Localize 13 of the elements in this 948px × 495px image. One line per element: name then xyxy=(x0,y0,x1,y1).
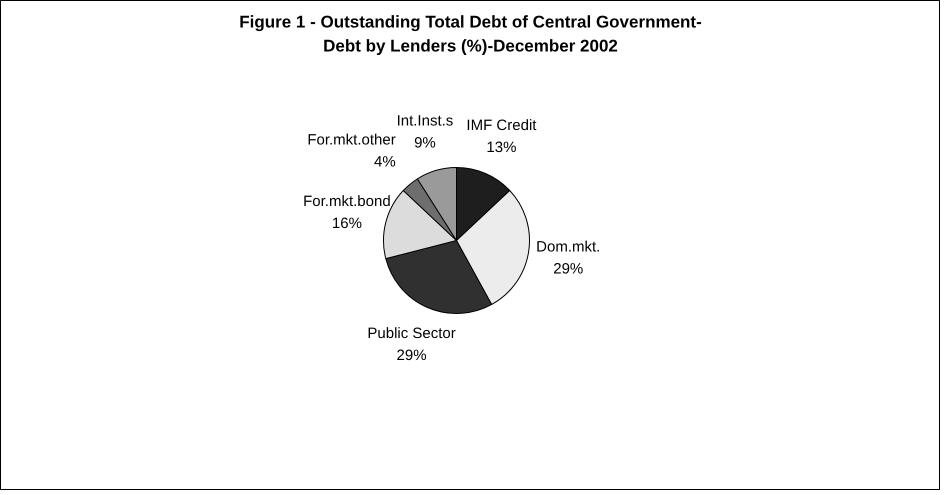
slice-label: IMF Credit xyxy=(466,117,538,134)
data-label: 29% xyxy=(396,346,427,364)
slice-label: Public Sector xyxy=(367,324,456,342)
chart-title: Figure 1 - Outstanding Total Debt of Central Government- Debt by Lenders (%)-December 2002 xyxy=(239,12,702,56)
data-label: 29% xyxy=(553,260,584,278)
data-label: 16% xyxy=(332,214,362,232)
slice-label: For.mkt.other xyxy=(307,132,396,149)
data-label: 13% xyxy=(486,139,516,156)
data-label: 9% xyxy=(414,134,436,152)
slice-label: Int.Inst.s xyxy=(396,112,454,130)
slice-label: For.mkt.bond xyxy=(303,192,391,210)
slice-label: Dom.mkt. xyxy=(536,238,600,256)
data-label: 4% xyxy=(374,154,396,171)
